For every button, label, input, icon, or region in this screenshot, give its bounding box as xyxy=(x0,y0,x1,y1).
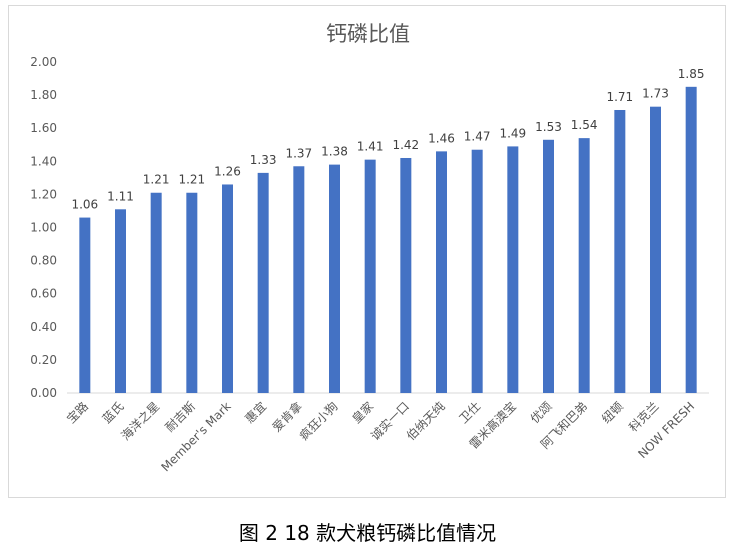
bar xyxy=(436,151,447,393)
data-label: 1.47 xyxy=(464,130,491,144)
bar xyxy=(186,192,198,393)
bars-group xyxy=(79,86,697,394)
y-tick-label: 0.40 xyxy=(30,320,57,334)
bar xyxy=(685,86,697,393)
data-label: 1.06 xyxy=(71,198,98,212)
axis-group: 0.00 0.20 0.40 0.60 0.80 1.00 1.20 1.40 1.60 1.80… xyxy=(30,55,709,400)
data-label: 1.85 xyxy=(678,67,705,81)
data-label: 1.53 xyxy=(535,120,562,134)
y-tick-label: 2.00 xyxy=(30,55,57,69)
y-tick-label: 1.40 xyxy=(30,154,57,168)
bar xyxy=(578,138,590,393)
y-tick-label: 1.00 xyxy=(30,221,57,235)
bar-chart: 钙磷比值 0.00 0.20 0.40 0.60 0.80 1.00 1.20 1.40 1.6… xyxy=(30,22,709,475)
data-labels-group: 1.06 1.11 1.21 1.21 1.26 1.33 1.37 1.38 1.41 1.42… xyxy=(71,67,704,212)
x-tick-label: 蓝氏 xyxy=(100,399,127,426)
bar xyxy=(293,166,305,393)
y-tick-label: 0.80 xyxy=(30,254,57,268)
data-label: 1.21 xyxy=(143,173,170,187)
x-tick-label: 惠宜 xyxy=(242,399,270,427)
y-tick-label: 0.20 xyxy=(30,353,57,367)
data-label: 1.71 xyxy=(606,90,633,104)
data-label: 1.42 xyxy=(392,138,419,152)
bar xyxy=(222,184,233,393)
x-tick-label: 优颂 xyxy=(528,399,555,426)
chart-title: 钙磷比值 xyxy=(326,22,410,46)
x-tick-label: 诚实一口 xyxy=(367,399,412,444)
y-tick-label: 0.60 xyxy=(30,287,57,301)
figure-caption: 图 2 18 款犬粮钙磷比值情况 xyxy=(238,521,497,545)
bar xyxy=(650,106,661,393)
data-label: 1.54 xyxy=(571,118,598,132)
y-tick-label: 1.60 xyxy=(30,121,57,135)
x-tick-label: 宝路 xyxy=(63,399,91,427)
x-tick-label: 纽顿 xyxy=(599,399,626,426)
bar xyxy=(364,159,376,393)
data-label: 1.37 xyxy=(285,146,312,160)
bar xyxy=(507,146,519,393)
chart-frame: 钙磷比值 0.00 0.20 0.40 0.60 0.80 1.00 1.20 1.40 1.6… xyxy=(8,5,726,498)
bar xyxy=(79,217,91,393)
bar xyxy=(614,109,626,394)
data-label: 1.26 xyxy=(214,164,241,178)
y-tick-label: 1.20 xyxy=(30,187,57,201)
bar xyxy=(471,149,483,393)
data-label: 1.41 xyxy=(357,140,384,154)
x-tick-label: 海洋之星 xyxy=(118,399,163,444)
data-label: 1.46 xyxy=(428,131,455,145)
x-tick-label: 卫仕 xyxy=(456,399,483,426)
bar xyxy=(150,192,162,393)
bar xyxy=(115,209,126,393)
x-tick-label: 疯狂小狗 xyxy=(296,399,341,444)
data-label: 1.38 xyxy=(321,145,348,159)
data-label: 1.33 xyxy=(250,153,277,167)
bar xyxy=(257,172,269,393)
x-tick-label: 伯纳天纯 xyxy=(403,399,448,444)
bar xyxy=(329,164,340,393)
y-tick-label: 1.80 xyxy=(30,88,57,102)
bar xyxy=(543,139,554,393)
bar xyxy=(400,157,412,393)
data-label: 1.49 xyxy=(499,126,526,140)
x-tick-label: 皇家 xyxy=(349,399,377,427)
data-label: 1.21 xyxy=(178,173,205,187)
data-label: 1.73 xyxy=(642,87,669,101)
data-label: 1.11 xyxy=(107,189,134,203)
y-tick-label: 0.00 xyxy=(30,386,57,400)
